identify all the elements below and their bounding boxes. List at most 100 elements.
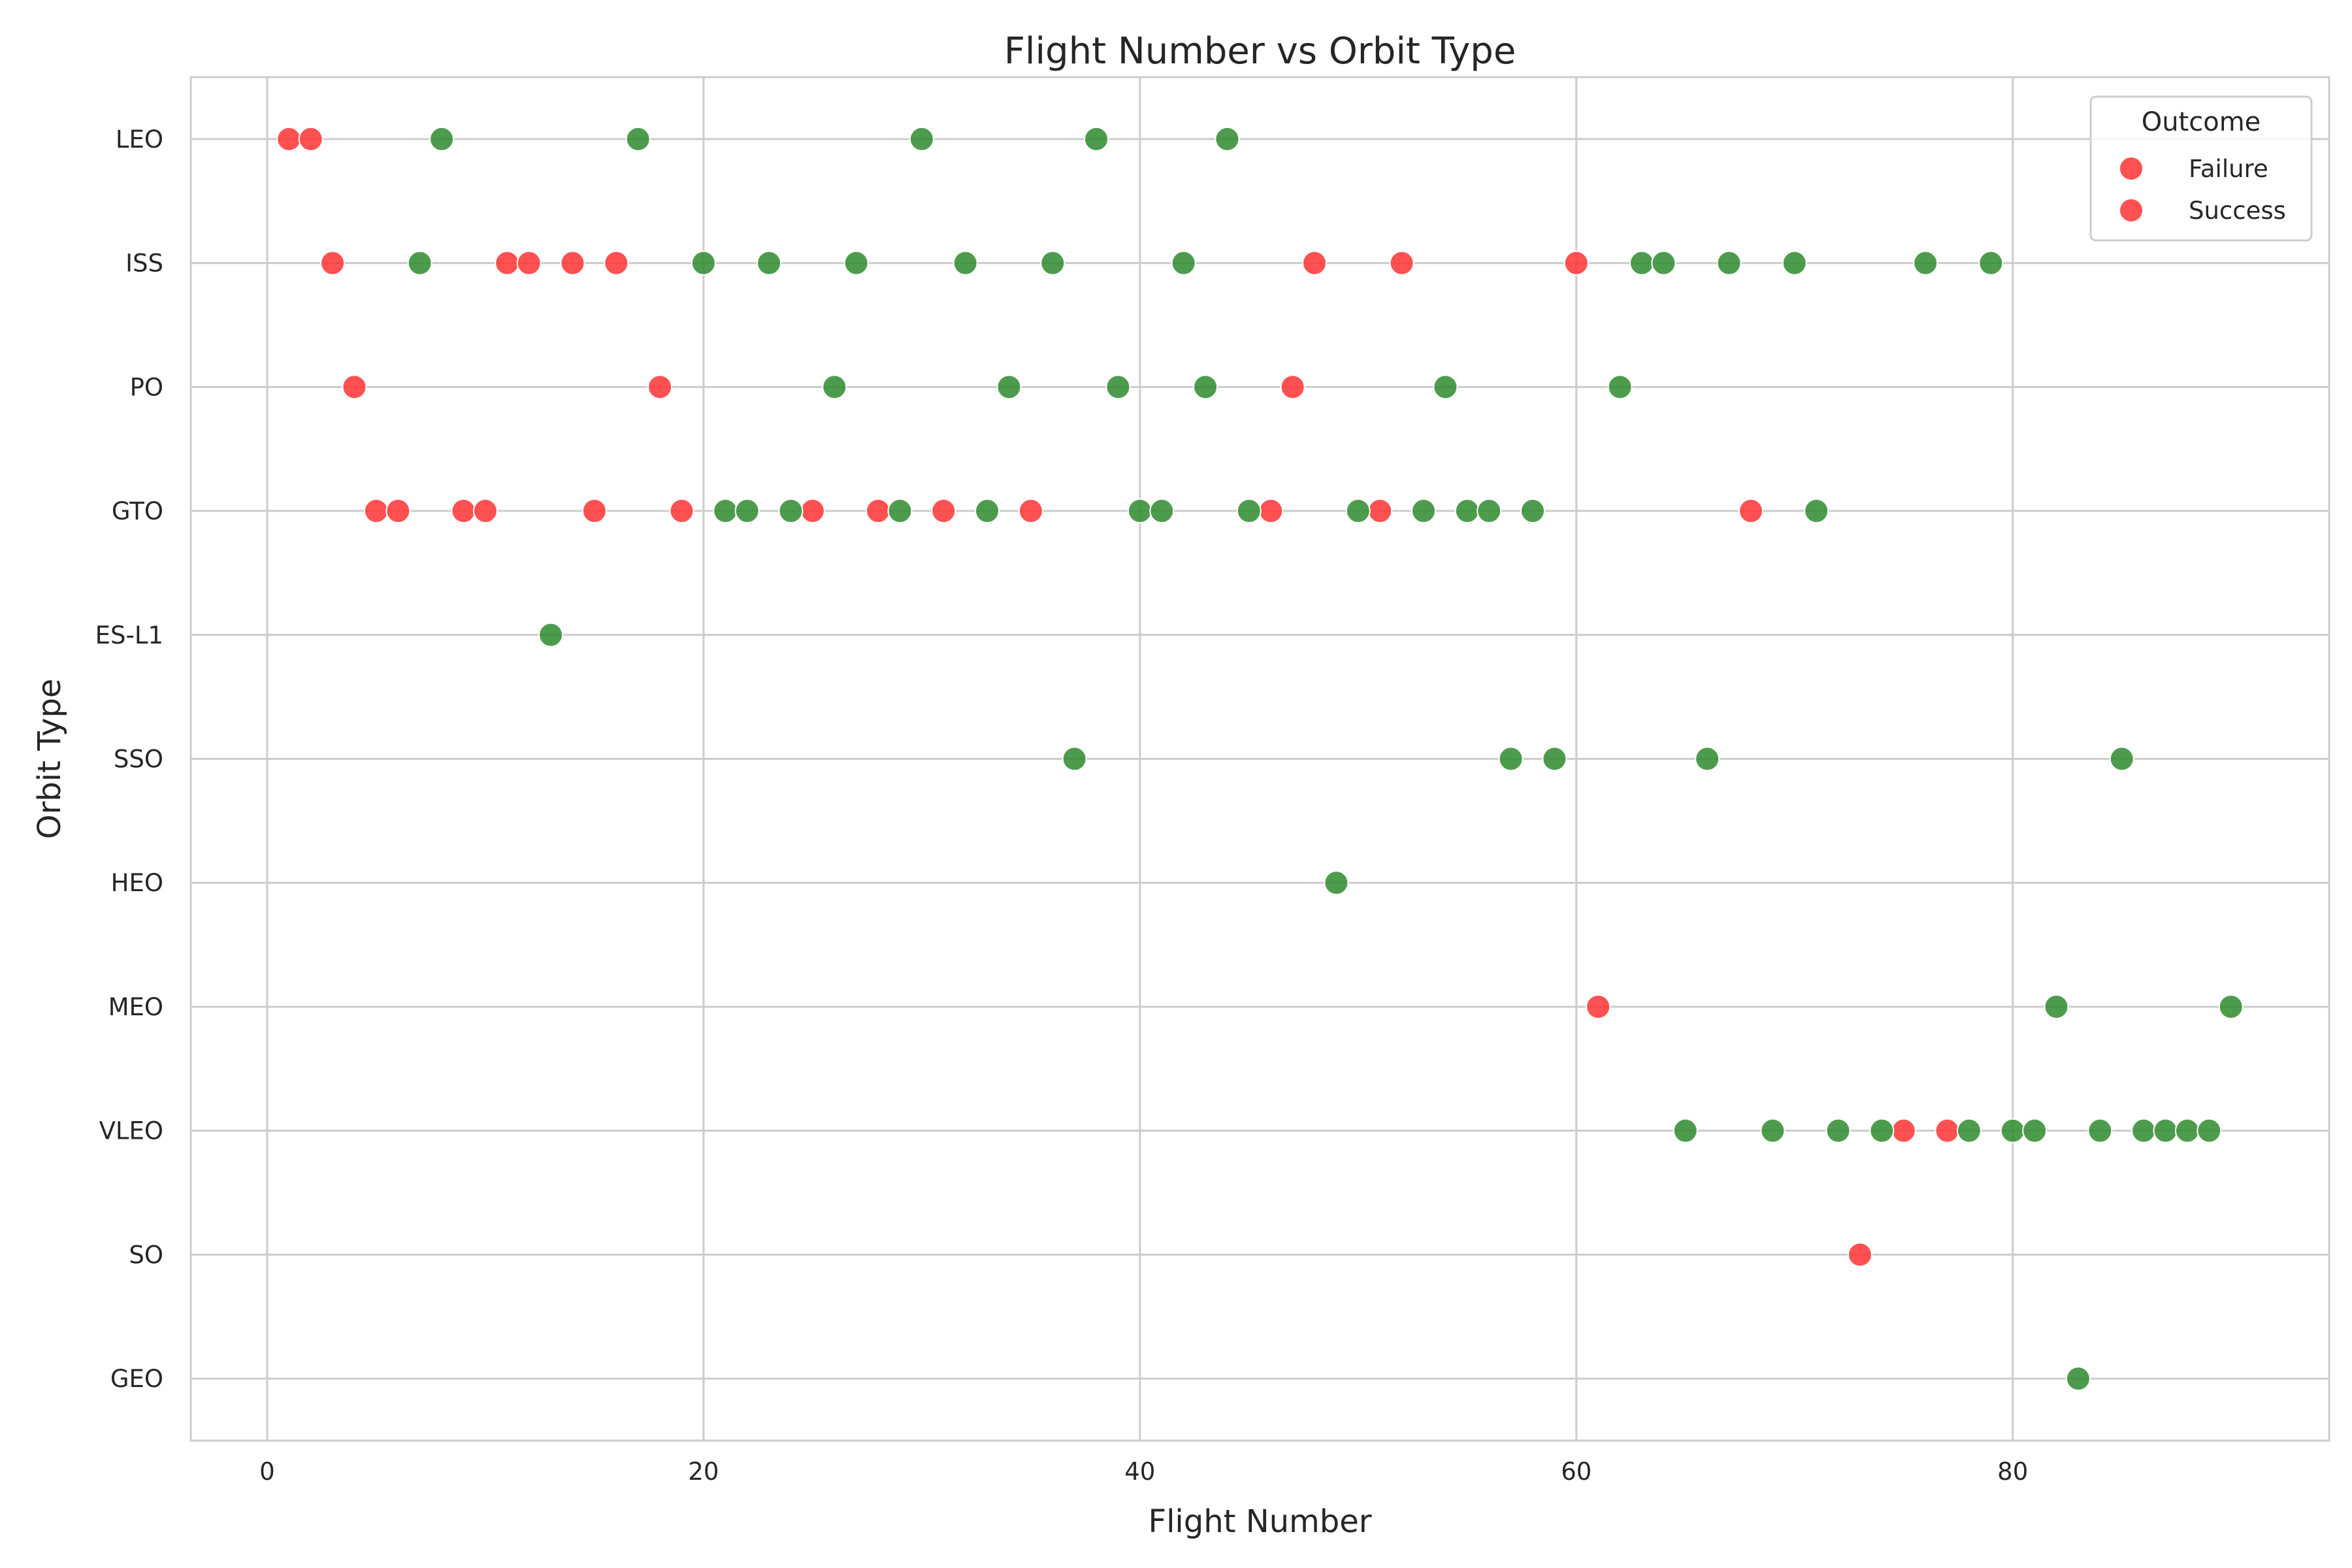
data-point <box>866 498 891 524</box>
data-point <box>1760 1118 1786 1143</box>
data-point <box>691 250 716 276</box>
data-point <box>1891 1118 1916 1143</box>
legend-marker-success <box>2119 198 2144 223</box>
data-point <box>276 126 302 152</box>
data-point <box>1956 1118 1982 1143</box>
data-point <box>975 498 1000 524</box>
y-tick-label: GTO <box>112 497 163 525</box>
data-point <box>1127 498 1152 524</box>
data-point <box>1477 498 1502 524</box>
data-point <box>734 498 760 524</box>
data-point <box>2131 1118 2157 1143</box>
data-point <box>1324 870 1349 896</box>
data-point <box>2000 1118 2025 1143</box>
data-point <box>1847 1242 1872 1267</box>
data-point <box>1171 250 1196 276</box>
data-point <box>1978 250 2004 276</box>
data-point <box>2218 994 2244 1019</box>
data-point <box>1018 498 1043 524</box>
data-point <box>778 498 804 524</box>
data-point <box>1673 1118 1698 1143</box>
data-point <box>1586 994 1611 1019</box>
data-point <box>385 498 411 524</box>
data-point <box>1716 250 1742 276</box>
data-point <box>1411 498 1436 524</box>
data-points <box>276 126 2244 1392</box>
data-point <box>1105 374 1131 400</box>
data-point <box>1542 746 1567 772</box>
x-tick-label: 80 <box>1997 1458 2028 1486</box>
x-tick-label: 60 <box>1561 1458 1592 1486</box>
data-point <box>843 250 869 276</box>
data-point <box>757 250 782 276</box>
data-point <box>800 498 825 524</box>
data-point <box>996 374 1022 400</box>
data-point <box>1563 250 1589 276</box>
data-point <box>2174 1118 2200 1143</box>
data-point <box>1367 498 1393 524</box>
data-point <box>407 250 433 276</box>
data-point <box>2109 746 2134 772</box>
data-point <box>1607 374 1633 400</box>
data-point <box>560 250 585 276</box>
data-point <box>2065 1366 2091 1392</box>
data-point <box>1695 746 1720 772</box>
y-tick-label: GEO <box>110 1365 163 1393</box>
data-point <box>1651 250 1676 276</box>
data-point <box>1258 498 1284 524</box>
tick-labels: 0 20 40 60 80 LEO ISS PO GTO ES-L1 SSO HEO MEO VLEO SO… <box>95 125 2029 1486</box>
legend-marker-failure <box>2119 156 2144 181</box>
data-point <box>2044 994 2069 1019</box>
data-point <box>1935 1118 1960 1143</box>
y-tick-label: PO <box>130 373 163 401</box>
plot-area <box>189 76 2330 1442</box>
data-point <box>1454 498 1480 524</box>
data-point <box>1738 498 1763 524</box>
data-point <box>1345 498 1371 524</box>
data-point <box>298 126 323 152</box>
data-point <box>1301 250 1327 276</box>
data-point <box>495 250 520 276</box>
data-point <box>1040 250 1066 276</box>
data-point <box>2087 1118 2113 1143</box>
data-point <box>1498 746 1524 772</box>
y-tick-label: ES-L1 <box>95 621 163 649</box>
data-point <box>1782 250 1807 276</box>
data-point <box>625 126 651 152</box>
y-tick-label: SSO <box>114 745 163 774</box>
data-point <box>887 498 913 524</box>
data-point <box>1629 250 1654 276</box>
x-tick-label: 20 <box>688 1458 719 1486</box>
data-point <box>1236 498 1262 524</box>
data-point <box>1280 374 1305 400</box>
chart-title: Flight Number vs Orbit Type <box>1004 30 1516 73</box>
data-point <box>1084 126 1109 152</box>
data-point <box>516 250 542 276</box>
data-point <box>713 498 738 524</box>
data-point <box>1913 250 1938 276</box>
data-point <box>581 498 607 524</box>
y-tick-label: SO <box>129 1241 163 1269</box>
data-point <box>1433 374 1458 400</box>
data-point <box>1520 498 1545 524</box>
y-axis-label: Orbit Type <box>31 679 68 840</box>
data-point <box>822 374 847 400</box>
legend-box <box>2089 95 2313 242</box>
y-tick-label: VLEO <box>99 1117 163 1145</box>
data-point <box>2153 1118 2178 1143</box>
y-tick-label: HEO <box>111 869 163 897</box>
data-point <box>2197 1118 2222 1143</box>
data-point <box>429 126 455 152</box>
y-tick-label: MEO <box>108 993 163 1021</box>
x-tick-label: 40 <box>1124 1458 1155 1486</box>
data-point <box>320 250 346 276</box>
data-point <box>363 498 389 524</box>
data-point <box>451 498 476 524</box>
data-point <box>342 374 367 400</box>
data-point <box>953 250 978 276</box>
data-point <box>1804 498 1829 524</box>
data-point <box>1389 250 1414 276</box>
data-point <box>1869 1118 1895 1143</box>
